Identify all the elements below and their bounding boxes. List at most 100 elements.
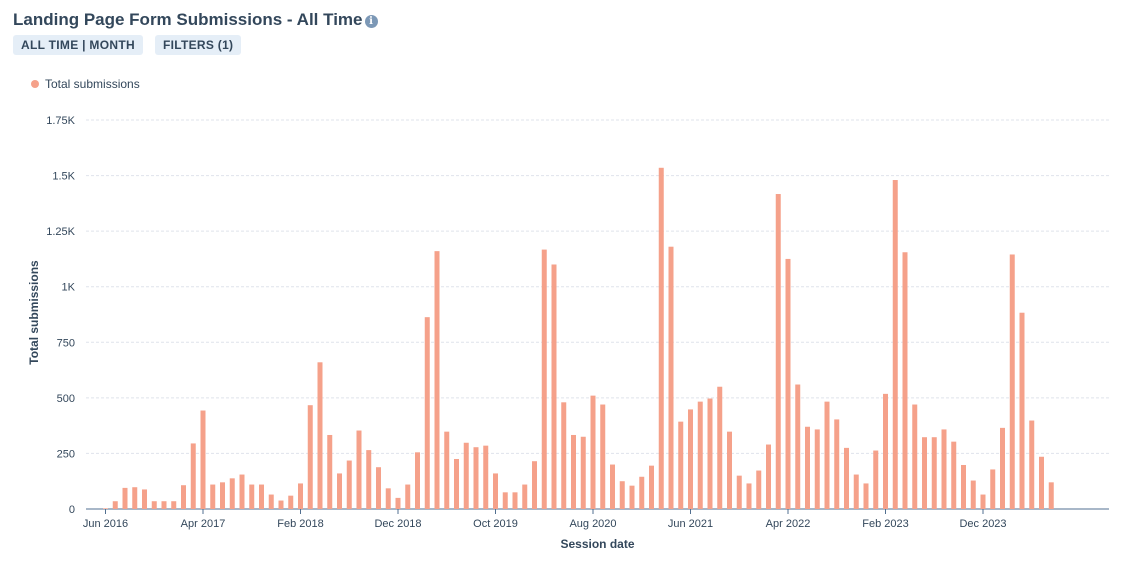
bar[interactable] [668, 246, 674, 509]
date-range-chip[interactable]: ALL TIME | MONTH [13, 35, 143, 55]
bar[interactable] [1048, 482, 1054, 509]
bar[interactable] [112, 501, 118, 509]
bar[interactable] [307, 405, 313, 509]
bar[interactable] [629, 485, 635, 509]
bar[interactable] [961, 464, 966, 509]
bar[interactable] [990, 469, 996, 509]
bar[interactable] [239, 474, 245, 509]
bar[interactable] [444, 431, 450, 509]
bar[interactable] [181, 485, 186, 509]
bar[interactable] [795, 384, 801, 509]
bar[interactable] [697, 401, 703, 509]
bar[interactable] [824, 401, 830, 509]
bar[interactable] [649, 465, 654, 509]
bar[interactable] [931, 437, 937, 509]
bar[interactable] [493, 473, 498, 509]
bar[interactable] [785, 258, 791, 509]
bar[interactable] [454, 458, 459, 509]
bar[interactable] [1039, 456, 1044, 509]
bar[interactable] [522, 484, 528, 509]
info-icon[interactable]: i [364, 14, 378, 28]
bar[interactable] [746, 483, 752, 509]
bar[interactable] [639, 476, 645, 509]
bar[interactable] [337, 473, 342, 509]
bar[interactable] [122, 487, 128, 509]
bar[interactable] [385, 488, 391, 509]
bar[interactable] [658, 167, 664, 509]
bar[interactable] [249, 484, 255, 509]
bar[interactable] [463, 442, 469, 509]
bar[interactable] [405, 484, 411, 509]
bar[interactable] [1000, 427, 1005, 509]
filters-chip[interactable]: FILTERS (1) [154, 35, 242, 55]
bar[interactable] [571, 434, 576, 509]
bar[interactable] [532, 461, 537, 509]
bar[interactable] [736, 475, 742, 509]
bar[interactable] [580, 436, 586, 509]
bar[interactable] [395, 497, 401, 509]
bar[interactable] [200, 410, 206, 509]
bar[interactable] [707, 398, 713, 509]
bar[interactable] [853, 474, 859, 509]
bar[interactable] [1019, 312, 1025, 509]
bar[interactable] [775, 194, 781, 509]
bar[interactable] [210, 484, 216, 509]
bar[interactable] [288, 495, 294, 509]
bar[interactable] [434, 251, 440, 510]
bar[interactable] [814, 429, 820, 509]
bar[interactable] [551, 264, 557, 509]
bar[interactable] [834, 419, 840, 509]
bar[interactable] [151, 501, 157, 509]
bar[interactable] [951, 441, 957, 509]
bar[interactable] [512, 492, 518, 509]
bar[interactable] [727, 431, 732, 509]
bar[interactable] [366, 450, 372, 509]
bar[interactable] [1029, 420, 1035, 509]
bar[interactable] [483, 445, 489, 509]
bar[interactable] [688, 409, 693, 509]
bar[interactable] [541, 249, 547, 509]
bar[interactable] [259, 484, 264, 509]
bar[interactable] [220, 482, 225, 509]
bar[interactable] [805, 426, 810, 509]
bar[interactable] [902, 252, 908, 509]
bar[interactable] [873, 450, 879, 509]
bar[interactable] [161, 501, 167, 509]
bar[interactable] [756, 470, 762, 509]
bar[interactable] [892, 180, 898, 509]
bar[interactable] [561, 402, 567, 509]
bar[interactable] [766, 444, 771, 509]
bar[interactable] [327, 434, 333, 509]
bar[interactable] [941, 429, 947, 509]
bar[interactable] [356, 430, 362, 509]
bar[interactable] [278, 500, 284, 509]
bar[interactable] [298, 483, 303, 509]
bar[interactable] [883, 393, 888, 509]
bar[interactable] [415, 452, 420, 509]
bar[interactable] [922, 437, 927, 509]
bar[interactable] [600, 404, 606, 509]
bar[interactable] [619, 481, 625, 509]
bar[interactable] [502, 492, 508, 509]
bar[interactable] [132, 487, 138, 509]
bar[interactable] [376, 467, 381, 509]
bar[interactable] [844, 447, 849, 509]
bar[interactable] [103, 508, 108, 509]
bar[interactable] [980, 494, 986, 509]
bar[interactable] [863, 483, 869, 509]
bar[interactable] [190, 443, 196, 509]
bar[interactable] [970, 480, 976, 509]
bar[interactable] [1009, 254, 1015, 509]
bar[interactable] [610, 464, 615, 509]
bar[interactable] [678, 421, 684, 509]
bar[interactable] [424, 317, 430, 509]
bar[interactable] [590, 395, 596, 509]
bar[interactable] [473, 447, 479, 509]
bar[interactable] [717, 386, 723, 509]
bar[interactable] [268, 494, 274, 509]
bar[interactable] [346, 460, 352, 509]
bar[interactable] [142, 489, 147, 509]
bar[interactable] [912, 404, 918, 509]
bar[interactable] [229, 478, 235, 509]
bar[interactable] [171, 501, 177, 509]
